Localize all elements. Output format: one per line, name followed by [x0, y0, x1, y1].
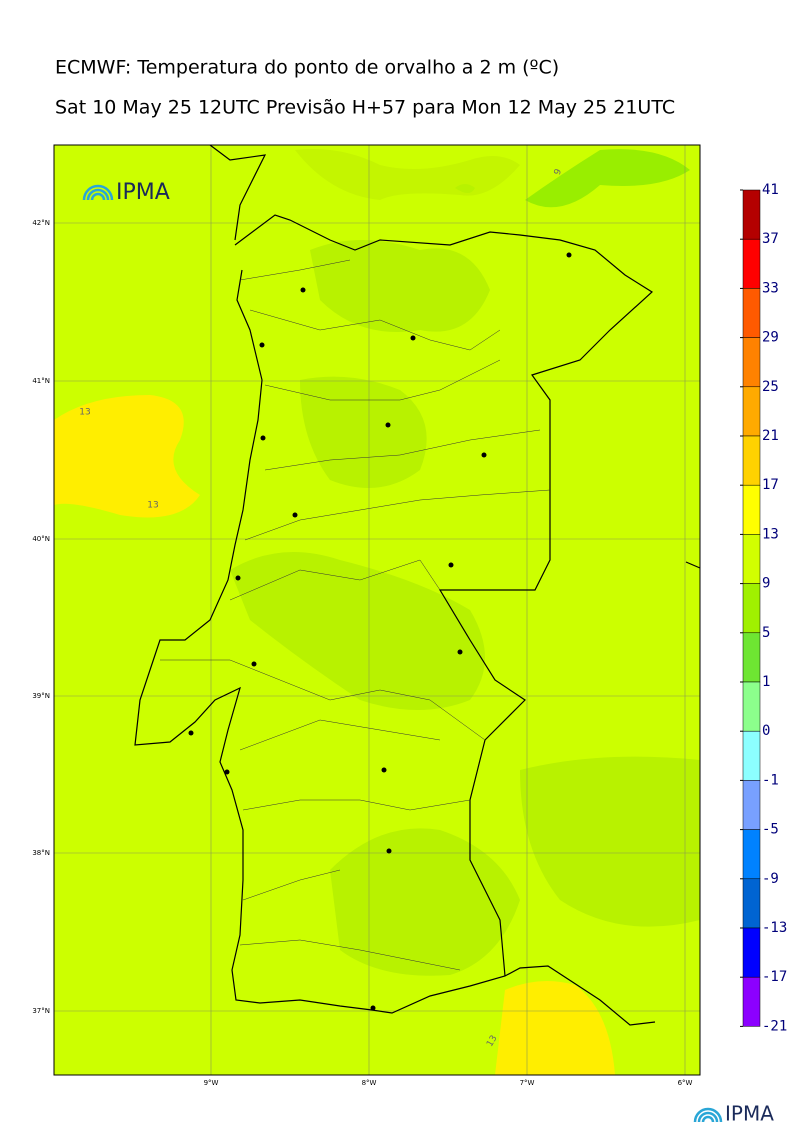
colorbar: 41 37 33 29 25 21 17 13 9 5 1 0 -1 -5 -9 -13 -17 -21 [740, 182, 787, 1034]
warm-area [54, 395, 200, 518]
colorbar-segment [742, 632, 761, 683]
colorbar-segment [742, 534, 761, 584]
colorbar-label: 21 [762, 428, 779, 444]
contour-label: 13 [485, 1034, 499, 1049]
latitude-label: 41°N [32, 377, 50, 385]
graticule: 13 13 9 13 [54, 145, 700, 1075]
colorbar-segment [742, 435, 761, 486]
colorbar-label: -21 [762, 1018, 787, 1034]
cities [188, 252, 572, 1011]
title: ECMWF: Temperatura do ponto de orvalho a… [55, 57, 559, 79]
colorbar-label: 25 [762, 379, 779, 395]
logo-icon [82, 184, 114, 201]
colorbar-label: 17 [762, 477, 779, 493]
city [457, 649, 463, 655]
colorbar-label: -13 [762, 920, 787, 936]
colorbar-segment [742, 583, 761, 634]
colorbar-segment [742, 288, 761, 338]
longitude-label: 6°W [678, 1079, 693, 1087]
district-border [160, 259, 551, 971]
city [224, 769, 230, 775]
longitude-label: 8°W [362, 1079, 377, 1087]
colorbar-label: 13 [762, 526, 779, 542]
colorbar-segment [742, 238, 761, 289]
cool-area [525, 149, 690, 208]
cool-area [230, 552, 485, 710]
colorbar-label: 5 [762, 625, 770, 641]
logo-text: IPMA [116, 180, 170, 205]
city [251, 661, 257, 667]
colorbar-segment [742, 681, 761, 732]
colorbar-segment [742, 976, 761, 1027]
colorbar-label: 37 [762, 231, 779, 247]
footer-logo: IPMA [693, 1102, 774, 1126]
city [381, 767, 387, 773]
contour-label: 13 [147, 501, 158, 511]
city [300, 287, 306, 293]
colorbar-label: -5 [762, 822, 779, 838]
latitude-label: 40°N [32, 535, 50, 543]
latitude-label: 39°N [32, 692, 50, 700]
map-frame [53, 144, 701, 1076]
border [234, 214, 653, 977]
map: 13 13 9 13 IPMA [53, 144, 701, 1076]
colorbar-label: 41 [762, 182, 779, 198]
city [292, 512, 298, 518]
longitude-label: 7°W [520, 1079, 535, 1087]
contour-label: 13 [79, 408, 90, 418]
colorbar-label: 0 [762, 723, 770, 739]
warm-area [495, 981, 615, 1075]
cool-area [310, 240, 490, 332]
cool-area [300, 376, 427, 488]
city [385, 422, 391, 428]
colorbar-label: -9 [762, 871, 779, 887]
city [259, 342, 265, 348]
colorbar-label: -17 [762, 969, 787, 985]
logo-icon [693, 1107, 723, 1123]
contour-label: 9 [553, 168, 564, 177]
latitude-label: 38°N [32, 849, 50, 857]
latitude-label: 37°N [32, 1007, 50, 1015]
colorbar-label: 29 [762, 330, 779, 346]
colorbar-segment [742, 386, 761, 437]
coastline [134, 144, 701, 1026]
city [481, 452, 487, 458]
colorbar-segment [742, 927, 761, 978]
city [188, 730, 194, 736]
colorbar-segment [742, 780, 761, 830]
city [386, 848, 392, 854]
cool-area [520, 756, 700, 927]
logo: IPMA [82, 180, 170, 205]
city [566, 252, 572, 258]
colorbar-segment [742, 189, 761, 240]
colorbar-segment [742, 829, 761, 880]
colorbar-label: 1 [762, 674, 770, 690]
city [448, 562, 454, 568]
city [260, 435, 266, 441]
colorbar-segment [742, 730, 761, 781]
longitude-label: 9°W [204, 1079, 219, 1087]
city [410, 335, 416, 341]
colorbar-label: -1 [762, 772, 779, 788]
colorbar-label: 9 [762, 576, 770, 592]
subtitle: Sat 10 May 25 12UTC Previsão H+57 para M… [55, 97, 675, 119]
colorbar-segment [742, 337, 761, 388]
latitude-label: 42°N [32, 219, 50, 227]
colorbar-label: 33 [762, 280, 779, 296]
logo-text: IPMA [725, 1102, 774, 1126]
city [235, 575, 241, 581]
colorbar-segment [742, 484, 761, 535]
city [370, 1005, 376, 1011]
colorbar-segment [742, 878, 761, 929]
cool-area [455, 184, 475, 193]
